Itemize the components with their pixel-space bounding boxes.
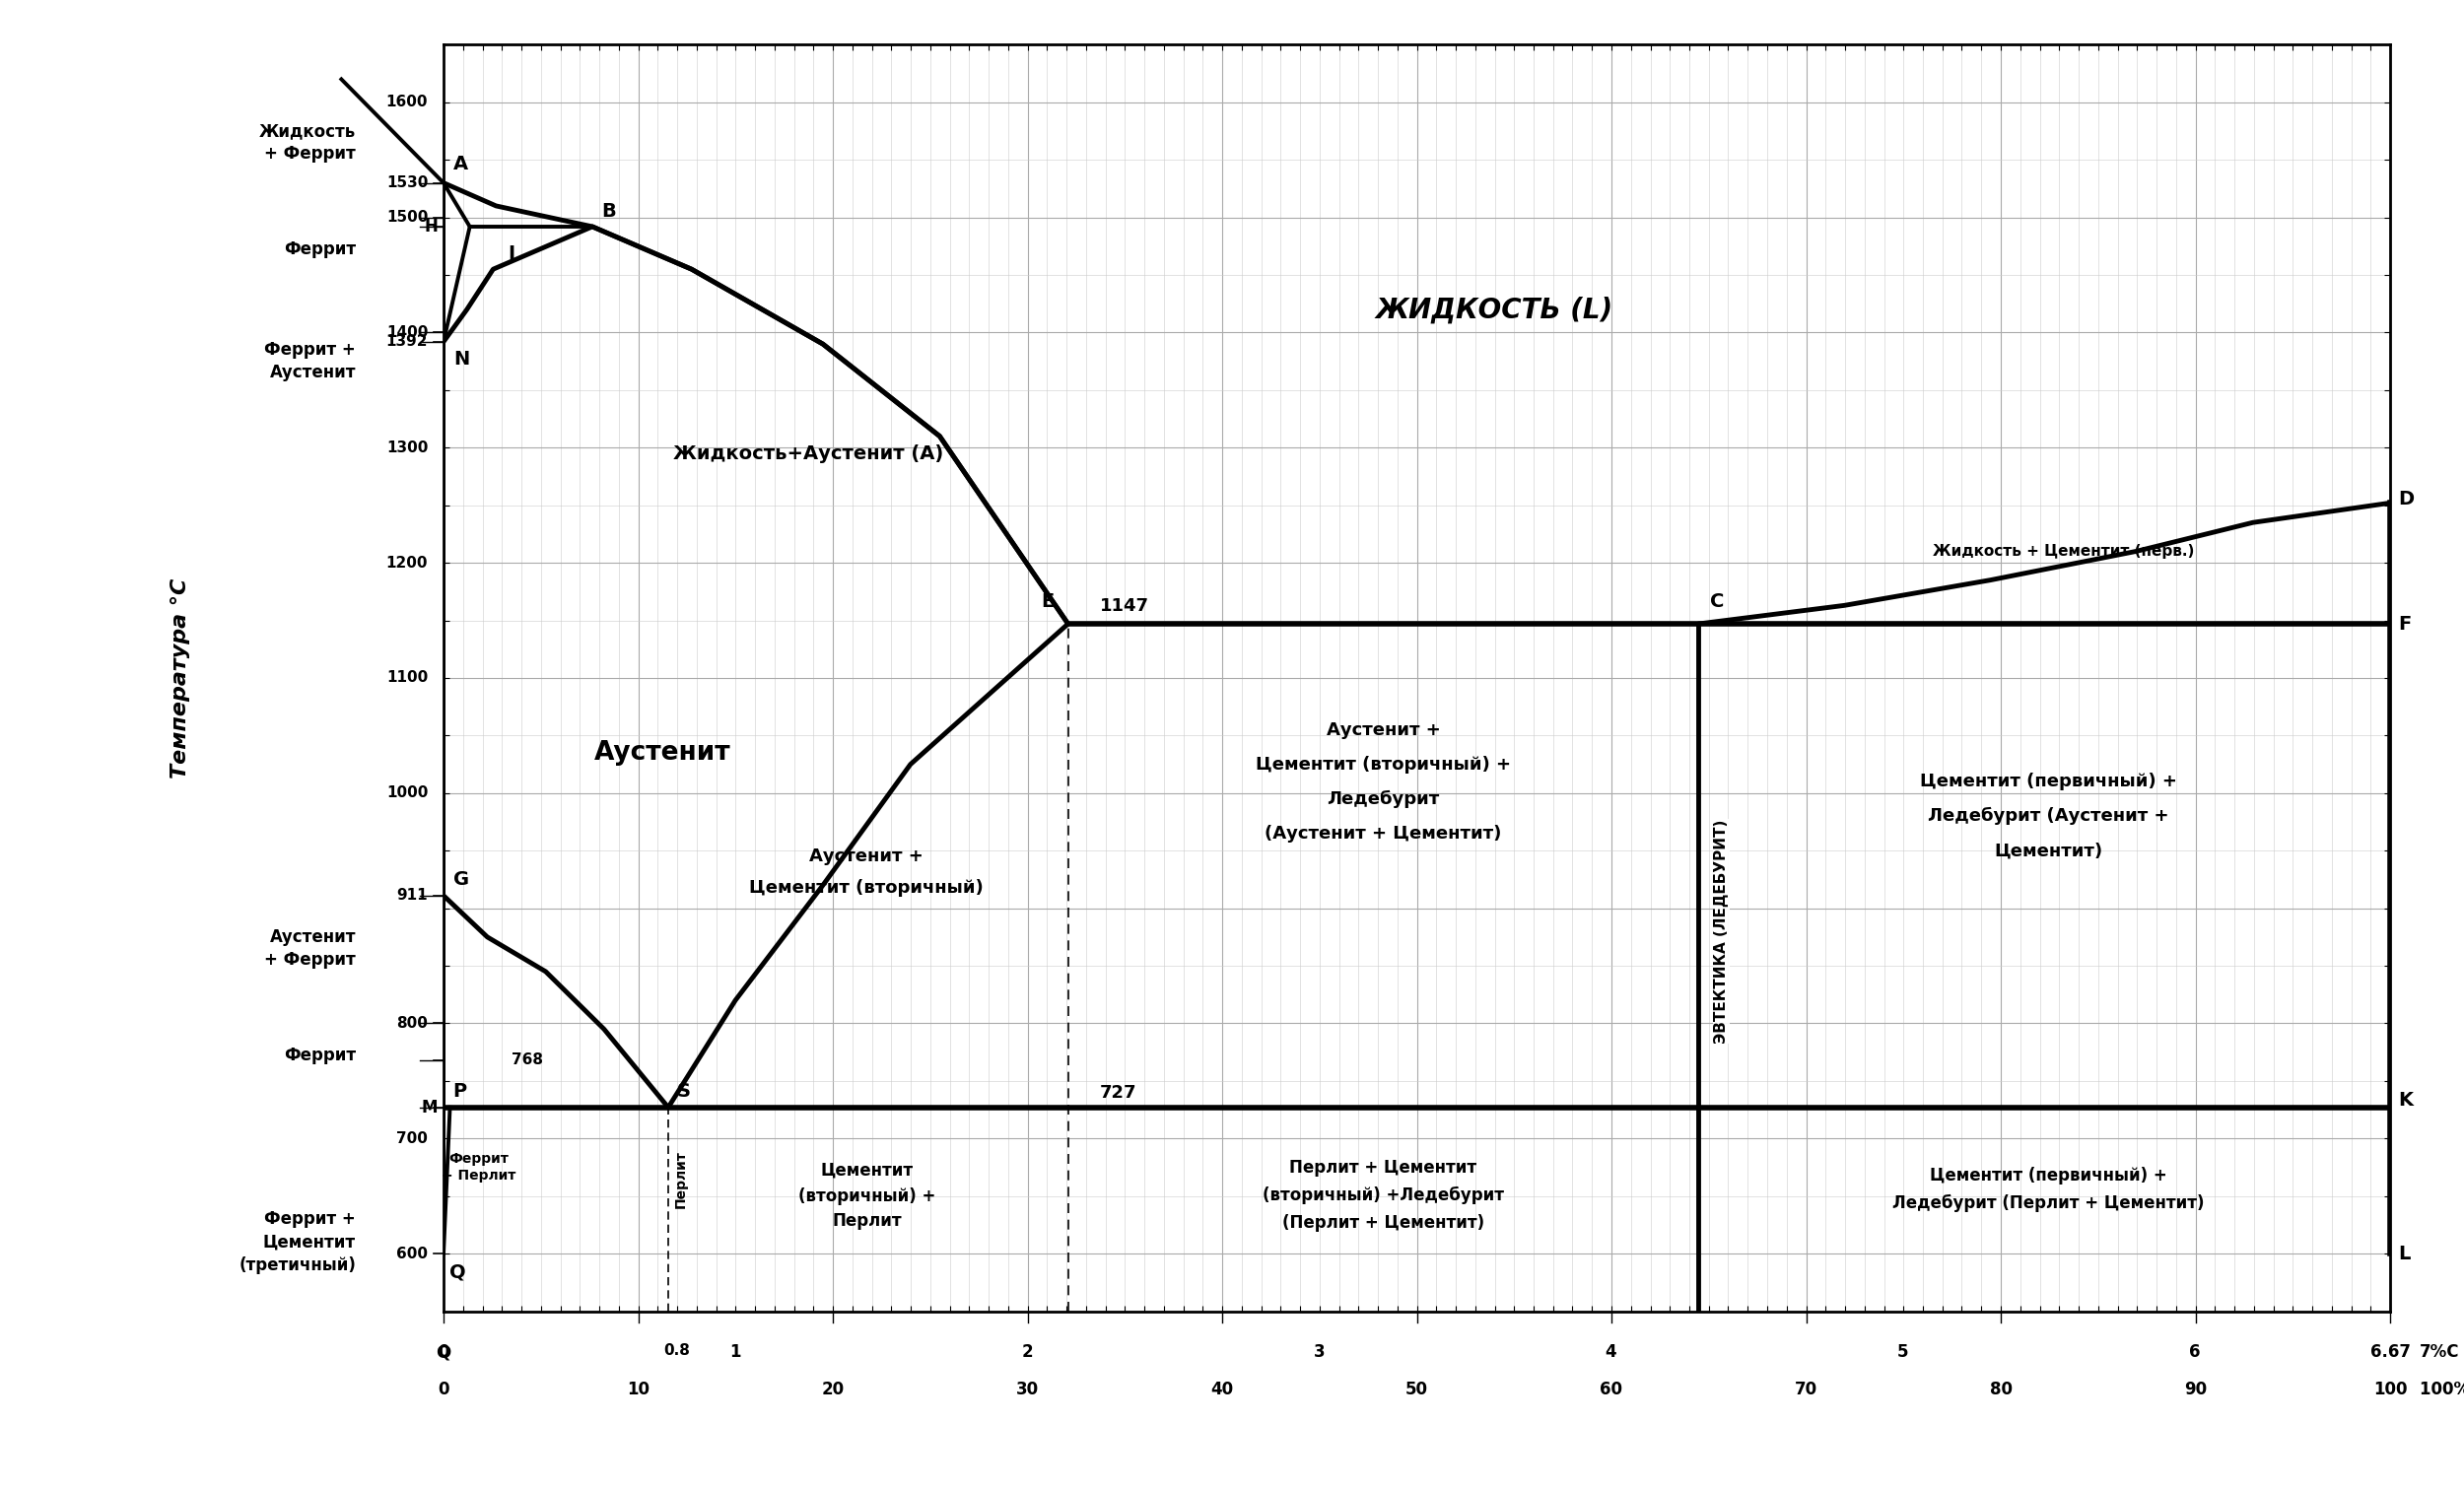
Text: Цементит (первичный) +: Цементит (первичный) +	[1929, 1167, 2168, 1185]
Text: Q: Q	[436, 1344, 451, 1362]
Text: Аустенит: Аустенит	[594, 741, 732, 766]
Text: 0.8: 0.8	[663, 1344, 690, 1359]
Text: 600: 600	[397, 1246, 429, 1261]
Text: K: K	[2397, 1091, 2412, 1110]
Text: 80: 80	[1988, 1380, 2013, 1398]
Text: 0: 0	[439, 1344, 448, 1362]
Text: Феррит: Феррит	[283, 241, 355, 258]
Text: C: C	[1710, 593, 1725, 611]
Text: Феррит: Феррит	[283, 1047, 355, 1064]
Text: 90: 90	[2183, 1380, 2208, 1398]
Text: 1200: 1200	[387, 556, 429, 571]
Text: 911: 911	[397, 888, 429, 903]
Text: 1300: 1300	[387, 440, 429, 454]
Text: 6: 6	[2188, 1344, 2200, 1362]
Text: 70: 70	[1794, 1380, 1818, 1398]
Text: Перлит: Перлит	[833, 1213, 902, 1231]
Text: Перлит: Перлит	[675, 1150, 687, 1208]
Text: Ледебурит: Ледебурит	[1328, 790, 1439, 808]
Text: 60: 60	[1599, 1380, 1624, 1398]
Text: (Перлит + Цементит): (Перлит + Цементит)	[1281, 1214, 1483, 1231]
Text: M: M	[421, 1098, 439, 1116]
Text: Цементит): Цементит)	[1993, 842, 2102, 860]
Text: Жидкость + Цементит (перв.): Жидкость + Цементит (перв.)	[1932, 544, 2193, 559]
Text: 700: 700	[397, 1131, 429, 1146]
Text: Температура °C: Температура °C	[170, 578, 190, 778]
Text: 7%C: 7%C	[2420, 1344, 2459, 1362]
Text: Жидкость: Жидкость	[259, 122, 355, 140]
Text: 1500: 1500	[387, 210, 429, 225]
Text: S: S	[678, 1082, 690, 1101]
Text: 1: 1	[729, 1344, 742, 1362]
Text: Феррит +: Феррит +	[264, 1210, 355, 1228]
Text: Аустенит +: Аустенит +	[811, 848, 924, 866]
Text: P: P	[453, 1082, 466, 1101]
Text: (Аустенит + Цементит): (Аустенит + Цементит)	[1264, 824, 1501, 842]
Text: (вторичный) +: (вторичный) +	[798, 1188, 936, 1205]
Text: D: D	[2397, 490, 2415, 510]
Text: A: A	[453, 155, 468, 174]
Text: 1600: 1600	[387, 95, 429, 110]
Text: 40: 40	[1210, 1380, 1234, 1398]
Text: Цементит: Цементит	[264, 1234, 355, 1252]
Text: 30: 30	[1015, 1380, 1040, 1398]
Text: 4: 4	[1604, 1344, 1616, 1362]
Text: B: B	[601, 203, 616, 221]
Text: Аустенит: Аустенит	[269, 364, 355, 381]
Text: 800: 800	[397, 1016, 429, 1031]
Text: + Феррит: + Феррит	[264, 145, 355, 162]
Text: 1530: 1530	[387, 176, 429, 191]
Text: N: N	[453, 350, 468, 368]
Text: 1147: 1147	[1099, 597, 1148, 615]
Text: 1392: 1392	[387, 334, 429, 349]
Text: Феррит +: Феррит +	[264, 341, 355, 359]
Text: 100: 100	[2373, 1380, 2407, 1398]
Text: 1000: 1000	[387, 785, 429, 800]
Text: 100% Fe₃C: 100% Fe₃C	[2420, 1380, 2464, 1398]
Text: Феррит
+ Перлит: Феррит + Перлит	[441, 1152, 515, 1183]
Text: I: I	[508, 244, 515, 264]
Text: Аустенит +: Аустенит +	[1326, 721, 1441, 739]
Text: Перлит + Цементит: Перлит + Цементит	[1289, 1158, 1476, 1176]
Text: 727: 727	[1099, 1083, 1136, 1101]
Text: 20: 20	[821, 1380, 845, 1398]
Text: Цементит: Цементит	[821, 1162, 914, 1180]
Text: 50: 50	[1404, 1380, 1429, 1398]
Text: Q: Q	[448, 1264, 466, 1281]
Text: ЭВТЕКТИКА (ЛЕДЕБУРИТ): ЭВТЕКТИКА (ЛЕДЕБУРИТ)	[1715, 820, 1730, 1043]
Text: Ледебурит (Перлит + Цементит): Ледебурит (Перлит + Цементит)	[1892, 1193, 2205, 1211]
Text: 1400: 1400	[387, 325, 429, 340]
Text: H: H	[424, 218, 439, 235]
Text: Цементит (вторичный) +: Цементит (вторичный) +	[1257, 755, 1510, 773]
Text: Цементит (первичный) +: Цементит (первичный) +	[1919, 773, 2178, 790]
Text: Цементит (вторичный): Цементит (вторичный)	[749, 879, 983, 897]
Text: Аустенит: Аустенит	[269, 928, 355, 946]
Text: 5: 5	[1897, 1344, 1910, 1362]
Text: 1100: 1100	[387, 670, 429, 685]
Text: L: L	[2397, 1244, 2410, 1264]
Text: E: E	[1042, 593, 1055, 611]
Text: F: F	[2397, 614, 2410, 633]
Text: (третичный): (третичный)	[239, 1256, 355, 1274]
Text: Жидкость+Аустенит (А): Жидкость+Аустенит (А)	[673, 444, 944, 463]
Text: G: G	[453, 870, 468, 888]
Text: 2: 2	[1023, 1344, 1032, 1362]
Text: 768: 768	[513, 1053, 542, 1068]
Text: (вторичный) +Ледебурит: (вторичный) +Ледебурит	[1262, 1186, 1503, 1204]
Text: + Феррит: + Феррит	[264, 951, 355, 969]
Text: 6.67: 6.67	[2370, 1344, 2410, 1362]
Text: Ледебурит (Аустенит +: Ледебурит (Аустенит +	[1929, 808, 2168, 825]
Text: 10: 10	[626, 1380, 650, 1398]
Text: 0: 0	[439, 1380, 448, 1398]
Text: 3: 3	[1313, 1344, 1326, 1362]
Text: ЖИДКОСТЬ (L): ЖИДКОСТЬ (L)	[1375, 295, 1614, 323]
